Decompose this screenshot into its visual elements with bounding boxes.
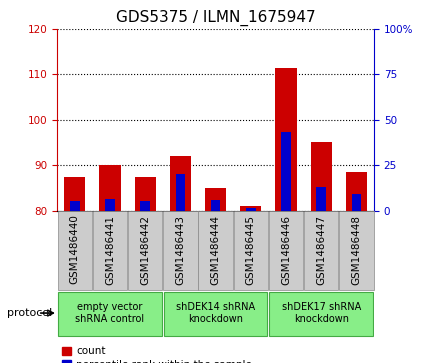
Text: empty vector
shRNA control: empty vector shRNA control <box>75 302 145 324</box>
Text: GSM1486440: GSM1486440 <box>70 215 80 284</box>
Text: GSM1486444: GSM1486444 <box>211 215 220 285</box>
FancyBboxPatch shape <box>234 211 268 290</box>
Bar <box>275 68 297 211</box>
FancyBboxPatch shape <box>163 211 198 290</box>
Bar <box>70 200 80 211</box>
FancyBboxPatch shape <box>339 211 374 290</box>
Text: protocol: protocol <box>7 308 52 318</box>
Title: GDS5375 / ILMN_1675947: GDS5375 / ILMN_1675947 <box>116 10 315 26</box>
Bar <box>311 142 332 211</box>
FancyBboxPatch shape <box>198 211 233 290</box>
Bar <box>64 176 85 211</box>
FancyBboxPatch shape <box>304 211 338 290</box>
Bar <box>246 208 256 211</box>
Legend: count, percentile rank within the sample: count, percentile rank within the sample <box>62 346 252 363</box>
Bar <box>140 200 150 211</box>
Bar <box>105 199 115 211</box>
Bar <box>281 132 291 211</box>
FancyBboxPatch shape <box>93 211 127 290</box>
Bar <box>316 187 326 211</box>
Bar <box>170 156 191 211</box>
Text: GSM1486442: GSM1486442 <box>140 215 150 285</box>
Text: GSM1486443: GSM1486443 <box>176 215 185 285</box>
FancyBboxPatch shape <box>58 292 162 336</box>
Text: GSM1486446: GSM1486446 <box>281 215 291 285</box>
Bar <box>99 165 121 211</box>
Text: shDEK14 shRNA
knockdown: shDEK14 shRNA knockdown <box>176 302 255 324</box>
FancyBboxPatch shape <box>269 292 373 336</box>
Text: GSM1486441: GSM1486441 <box>105 215 115 285</box>
Bar <box>211 200 220 211</box>
Bar <box>346 172 367 211</box>
Text: shDEK17 shRNA
knockdown: shDEK17 shRNA knockdown <box>282 302 361 324</box>
Bar <box>135 176 156 211</box>
FancyBboxPatch shape <box>164 292 268 336</box>
Text: GSM1486445: GSM1486445 <box>246 215 256 285</box>
Bar <box>240 206 261 211</box>
Text: GSM1486448: GSM1486448 <box>352 215 361 285</box>
Bar <box>176 174 185 211</box>
FancyBboxPatch shape <box>269 211 303 290</box>
Bar <box>352 194 361 211</box>
FancyBboxPatch shape <box>128 211 162 290</box>
FancyBboxPatch shape <box>58 211 92 290</box>
Text: GSM1486447: GSM1486447 <box>316 215 326 285</box>
Bar <box>205 188 226 211</box>
